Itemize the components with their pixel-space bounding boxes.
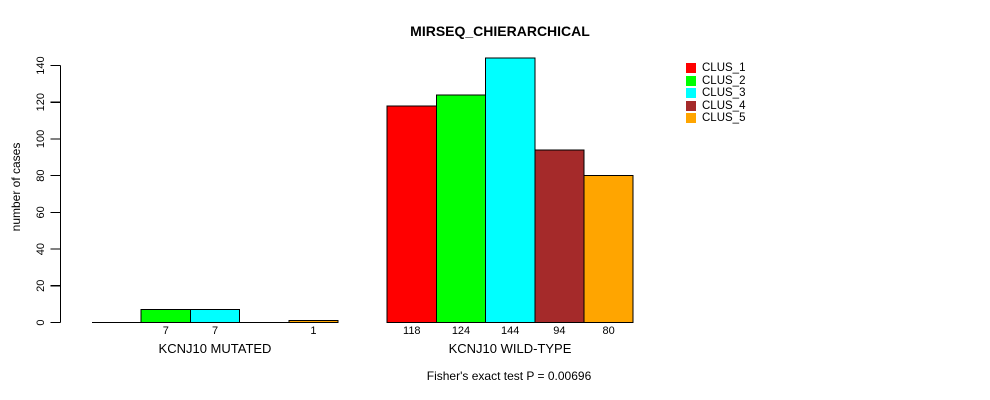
- bar-clus_2-group0: [140, 309, 191, 323]
- bar-clus_5-group0: [288, 320, 339, 323]
- legend-swatch-icon: [686, 63, 696, 74]
- y-axis-tick-label: 140: [35, 56, 47, 74]
- bar-clus_1-group1: [386, 105, 437, 323]
- bar-value-label: 118: [403, 325, 421, 337]
- bar-clus_3-group1: [485, 57, 536, 324]
- y-axis-tick-label: 80: [35, 170, 47, 182]
- bar-clus_4-group1: [534, 149, 585, 323]
- y-axis-tick-label: 60: [35, 206, 47, 218]
- legend-label: CLUS_3: [702, 87, 746, 100]
- bar-clus_5-group1: [583, 175, 634, 323]
- group-label-wildtype: KCNJ10 WILD-TYPE: [449, 341, 572, 356]
- legend-label: CLUS_1: [702, 62, 746, 75]
- legend-label: CLUS_5: [702, 112, 746, 125]
- bars-layer: 7 7 1 118 124 144 94 80: [92, 57, 634, 337]
- legend-item-clus_1: CLUS_1: [686, 62, 745, 75]
- y-axis-tick-label: 100: [35, 130, 47, 148]
- y-axis-tick-label: 0: [35, 319, 47, 325]
- legend-item-clus_5: CLUS_5: [686, 112, 745, 125]
- group-label-mutated: KCNJ10 MUTATED: [159, 341, 272, 356]
- bar-value-label: 80: [602, 325, 614, 337]
- y-axis-title: number of cases: [9, 143, 23, 232]
- y-axis-tick-label: 40: [35, 243, 47, 255]
- chart-title: MIRSEQ_CHIERARCHICAL: [410, 23, 590, 39]
- legend-swatch-icon: [686, 75, 696, 86]
- legend-item-clus_2: CLUS_2: [686, 75, 745, 88]
- legend-swatch-icon: [686, 100, 696, 111]
- bar-value-label: 144: [501, 325, 519, 337]
- legend: CLUS_1 CLUS_2 CLUS_3 CLUS_4 CLUS_5: [686, 62, 745, 125]
- legend-item-clus_3: CLUS_3: [686, 87, 745, 100]
- y-axis: 0 20 40 60 80 100 120 140: [35, 56, 62, 326]
- bar-value-label: 94: [553, 325, 565, 337]
- legend-item-clus_4: CLUS_4: [686, 100, 745, 113]
- bar-clus_2-group1: [435, 94, 487, 323]
- y-axis-tick-label: 20: [35, 280, 47, 292]
- legend-label: CLUS_2: [702, 74, 746, 87]
- bar-value-label: 124: [452, 325, 470, 337]
- bar-value-label: 7: [212, 325, 218, 337]
- legend-swatch-icon: [686, 88, 696, 99]
- bar-value-label: 1: [310, 325, 316, 337]
- bar-clus_3-group0: [189, 309, 241, 323]
- legend-swatch-icon: [686, 113, 696, 124]
- y-axis-tick-label: 120: [35, 93, 47, 111]
- bar-value-label: 7: [163, 325, 169, 337]
- legend-label: CLUS_4: [702, 99, 746, 112]
- fisher-test-annotation: Fisher's exact test P = 0.00696: [427, 369, 592, 383]
